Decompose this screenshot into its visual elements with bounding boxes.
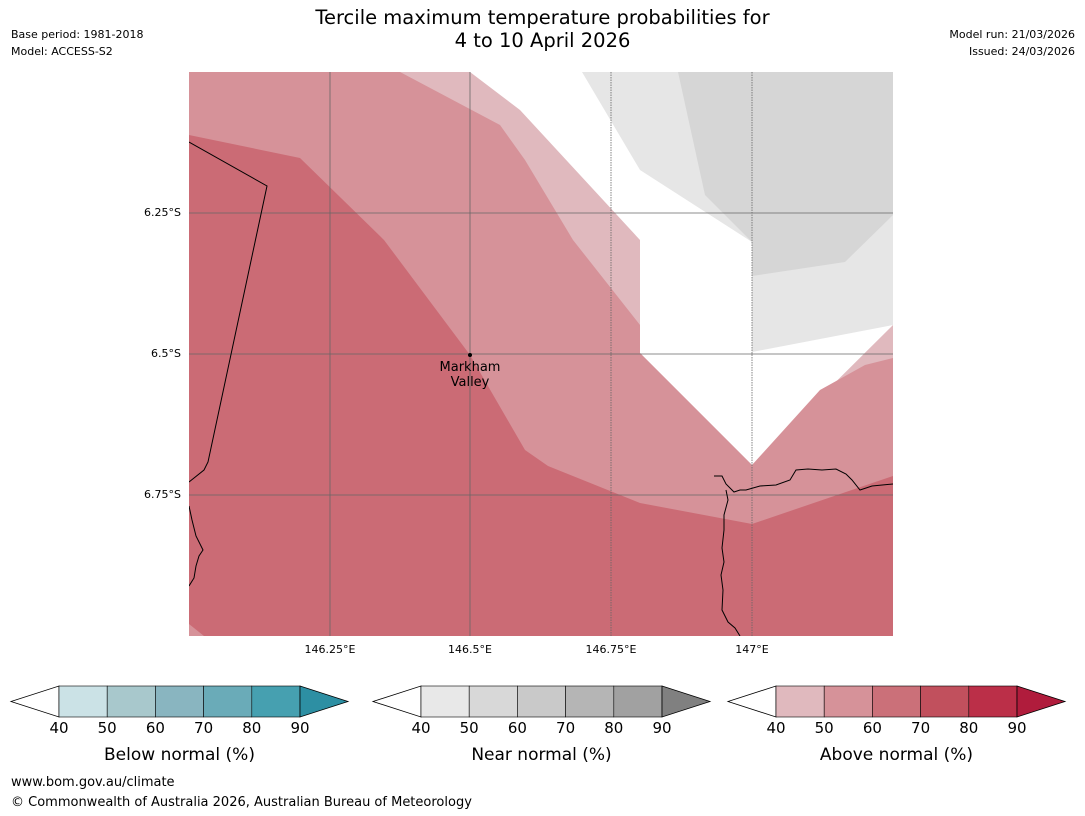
lon-label-1465: 146.5°E — [448, 643, 492, 656]
colorbar-1-tick: 70 — [194, 719, 214, 737]
colorbar-3-high-extension — [1016, 685, 1067, 718]
region-near-normal-50 — [678, 72, 893, 276]
colorbar-2-title: Near normal (%) — [471, 745, 612, 765]
colorbar-2-tick: 50 — [459, 719, 479, 737]
colorbar-1-segment-2 — [106, 685, 156, 718]
colorbar-2-high-extension — [661, 685, 712, 718]
colorbar-3-segment-5 — [968, 685, 1018, 718]
model-run: Model run: 21/03/2026 — [949, 28, 1075, 41]
map-title: Tercile maximum temperature probabilitie… — [0, 6, 1085, 52]
colorbar-3-segment-4 — [920, 685, 970, 718]
lat-label-625: 6.25°S — [144, 206, 181, 219]
place-marker — [468, 353, 472, 357]
meta-left: Base period: 1981-2018 Model: ACCESS-S2 — [11, 26, 143, 60]
coastline-huon-gulf — [714, 468, 893, 493]
colorbar-2-segment-2 — [468, 685, 518, 718]
colorbar-3-tick: 80 — [959, 719, 979, 737]
title-line-1: Tercile maximum temperature probabilitie… — [315, 6, 770, 29]
colorbar-1-segment-4 — [203, 685, 253, 718]
colorbar-2-tick: 70 — [556, 719, 576, 737]
provincial-boundary — [189, 141, 268, 483]
coastline-east — [720, 489, 741, 636]
issued-date: Issued: 24/03/2026 — [968, 45, 1075, 58]
colorbar-3-tick: 50 — [814, 719, 834, 737]
place-label-line-1: Markham — [439, 360, 501, 375]
base-period: Base period: 1981-2018 — [11, 28, 144, 41]
lon-label-14675: 146.75°E — [585, 643, 637, 656]
colorbar-3-low-extension — [726, 685, 777, 718]
colorbar-1-high-extension — [299, 685, 350, 718]
colorbar-1-tick: 40 — [49, 719, 69, 737]
colorbar-1-low-extension — [9, 685, 60, 718]
model-name: Model: ACCESS-S2 — [11, 45, 113, 58]
colorbar-3-tick: 60 — [862, 719, 882, 737]
colorbar-3-tick: 40 — [766, 719, 786, 737]
colorbar-1-segment-3 — [155, 685, 204, 718]
graticule — [189, 72, 893, 636]
footer-url: www.bom.gov.au/climate — [11, 775, 175, 790]
colorbar-2-tick: 60 — [507, 719, 527, 737]
colorbar-2-tick: 90 — [652, 719, 672, 737]
colorbar-3-segment-3 — [872, 685, 921, 718]
colorbar-3-tick: 90 — [1007, 719, 1027, 737]
colorbars — [9, 685, 1067, 718]
region-above-normal-50 — [189, 135, 893, 636]
coastline-west — [189, 505, 204, 587]
colorbar-3-segment-1 — [775, 685, 825, 718]
meta-right: Model run: 21/03/2026 Issued: 24/03/2026 — [949, 26, 1075, 60]
colorbar-2-tick: 40 — [411, 719, 431, 737]
colorbar-3-tick: 70 — [911, 719, 931, 737]
colorbar-2-low-extension — [371, 685, 422, 718]
colorbar-1-tick: 50 — [97, 719, 117, 737]
colorbar-3-segment-2 — [823, 685, 873, 718]
place-label-line-2: Valley — [450, 375, 490, 390]
lon-label-14625: 146.25°E — [304, 643, 356, 656]
colorbar-2-segment-1 — [420, 685, 470, 718]
colorbar-1-tick: 90 — [290, 719, 310, 737]
lon-label-147: 147°E — [735, 643, 769, 656]
lat-label-675: 6.75°S — [144, 488, 181, 501]
title-line-2: 4 to 10 April 2026 — [454, 29, 631, 52]
colorbar-1-segment-1 — [58, 685, 108, 718]
colorbar-1-tick: 80 — [242, 719, 262, 737]
lat-label-650: 6.5°S — [151, 347, 181, 360]
colorbar-2-segment-5 — [613, 685, 663, 718]
colorbar-2-segment-4 — [565, 685, 615, 718]
colorbar-2-segment-3 — [517, 685, 566, 718]
place-label: Markham Valley — [420, 360, 520, 390]
colorbar-1-tick: 60 — [145, 719, 165, 737]
colorbar-3-title: Above normal (%) — [819, 745, 974, 765]
colorbar-1-segment-5 — [251, 685, 301, 718]
boundaries — [189, 141, 893, 636]
colorbar-1-title: Below normal (%) — [104, 745, 255, 765]
colorbar-2-tick: 80 — [604, 719, 624, 737]
footer-copyright: © Commonwealth of Australia 2026, Austra… — [11, 795, 472, 810]
